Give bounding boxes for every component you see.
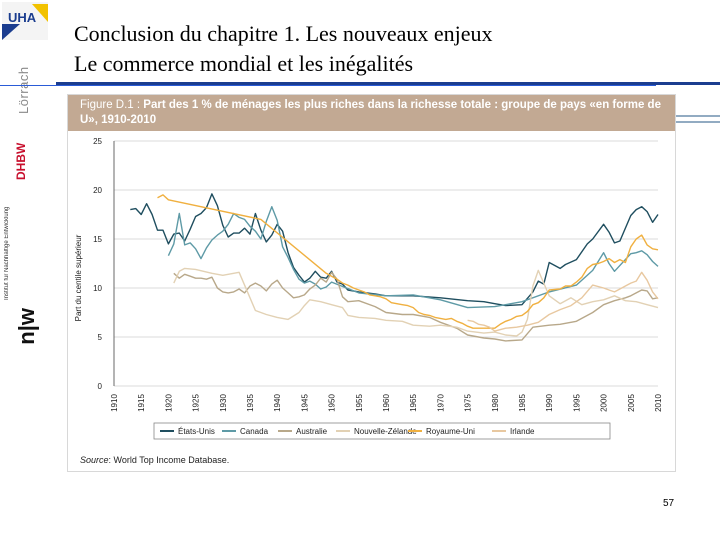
slide-subtitle: Le commerce mondial et les inégalités (74, 51, 414, 76)
x-tick-label: 1910 (110, 394, 119, 412)
nw-logo-text: n|w (14, 308, 39, 345)
x-tick-label: 1915 (137, 394, 146, 412)
figure-title-text: Part des 1 % de ménages les plus riches … (80, 99, 661, 126)
sidebar: UHA Lörrach DHBW Institut für Nachhaltig… (0, 0, 52, 540)
x-tick-label: 1960 (382, 394, 391, 412)
x-tick-label: 1990 (545, 394, 554, 412)
x-tick-label: 1935 (246, 394, 255, 412)
series-line-5 (467, 271, 659, 332)
figure-title: Figure D.1 : Part des 1 % de ménages les… (80, 98, 670, 128)
x-tick-label: 1930 (219, 394, 228, 412)
y-tick-label: 15 (93, 235, 102, 244)
x-tick-label: 1965 (409, 394, 418, 412)
x-tick-label: 1945 (300, 394, 309, 412)
series-line-0 (130, 193, 659, 307)
x-tick-label: 1970 (436, 394, 445, 412)
legend-label-1: Canada (240, 427, 269, 436)
legend-label-3: Nouvelle-Zélande (354, 427, 417, 436)
chart-series (130, 193, 659, 342)
series-line-2 (173, 271, 659, 342)
series-line-4 (157, 194, 659, 329)
y-axis-label: Part du centile supérieur (74, 234, 83, 321)
slide-title: Conclusion du chapitre 1. Les nouveaux e… (74, 21, 493, 46)
x-tick-label: 1920 (164, 394, 173, 412)
accent-lines (672, 115, 720, 123)
legend-label-5: Irlande (510, 427, 535, 436)
dhbw-logo: DHBW (14, 142, 28, 180)
lorrach-label: Lörrach (16, 66, 31, 114)
legend-label-0: États-Unis (178, 427, 215, 436)
y-tick-label: 10 (93, 284, 102, 293)
source-label: Source (80, 455, 109, 465)
y-tick-label: 0 (98, 382, 103, 391)
legend-label-2: Australie (296, 427, 328, 436)
series-line-1 (167, 205, 659, 309)
x-tick-label: 1975 (464, 394, 473, 412)
x-tick-label: 1985 (518, 394, 527, 412)
x-tick-label: 2005 (627, 394, 636, 412)
series-line-3 (173, 267, 659, 337)
nw-logo: n|w (10, 308, 40, 354)
x-axis-ticks: 1910 1915 1920 1925 1930 1935 1940 1945 1950 1955… (110, 394, 663, 412)
y-tick-label: 5 (98, 333, 103, 342)
chart-grid (113, 140, 658, 387)
institute-label: Institut für Nachhaltige Entwicklung (4, 206, 10, 300)
title-divider-thin (0, 85, 656, 86)
x-tick-label: 2010 (654, 394, 663, 412)
title-divider (56, 82, 720, 85)
page-number: 57 (663, 498, 675, 509)
legend-label-4: Royaume-Uni (426, 427, 475, 436)
legend-box (153, 422, 611, 440)
figure-header: Figure D.1 : Part des 1 % de ménages les… (68, 95, 675, 131)
source-text: : World Top Income Database. (108, 455, 230, 465)
figure-source: Source: World Top Income Database. (80, 455, 229, 465)
figure-label: Figure D.1 : (80, 99, 144, 111)
y-tick-label: 20 (93, 186, 102, 195)
figure-panel: Figure D.1 : Part des 1 % de ménages les… (67, 94, 676, 472)
x-tick-label: 2000 (600, 394, 609, 412)
x-tick-label: 1980 (491, 394, 500, 412)
x-tick-label: 1995 (572, 394, 581, 412)
x-tick-label: 1940 (273, 394, 282, 412)
chart-legend: États-Unis Canada Australie Nouvelle-Zéland… (153, 422, 611, 440)
x-tick-label: 1950 (328, 394, 337, 412)
x-tick-label: 1925 (192, 394, 201, 412)
y-axis-ticks: 0 5 10 15 20 25 (93, 137, 102, 391)
y-tick-label: 25 (93, 137, 102, 146)
uha-logo-text: UHA (8, 10, 37, 25)
x-tick-label: 1955 (355, 394, 364, 412)
uha-logo: UHA (2, 2, 48, 40)
